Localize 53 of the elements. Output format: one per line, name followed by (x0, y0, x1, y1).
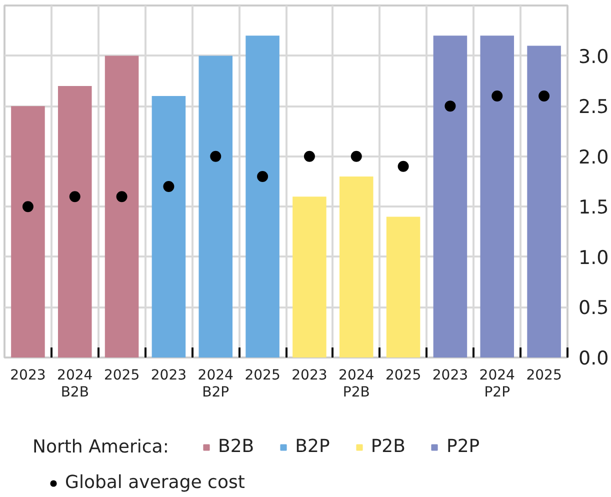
y-tick-label: 3.0 (578, 46, 609, 68)
bar (527, 46, 561, 358)
x-tick-label: 2024 (198, 368, 234, 384)
x-tick-label: 2025 (526, 368, 562, 384)
text: P2B (342, 384, 370, 400)
y-tick-label: 0.5 (578, 297, 609, 320)
bar (152, 96, 186, 358)
x-tick-label: 2023 (432, 368, 468, 384)
bar (11, 106, 45, 358)
bar (480, 36, 514, 358)
point (116, 191, 128, 202)
legend-label: B2B (218, 436, 254, 457)
bar (339, 176, 374, 358)
bar (433, 36, 468, 358)
legend-title: North America: (32, 436, 169, 458)
point (398, 160, 409, 172)
point (350, 150, 362, 162)
y-tick-label: 1.0 (578, 246, 609, 269)
y-tick-label: 0.0 (578, 348, 609, 370)
legend-label: Global average cost (65, 472, 245, 493)
point (163, 181, 174, 192)
text: P2P (484, 384, 510, 400)
point (538, 90, 550, 102)
point (444, 100, 456, 112)
point (304, 150, 315, 162)
bar (292, 196, 326, 358)
point (22, 201, 34, 212)
y-tick-label: 2.0 (578, 146, 609, 168)
point (492, 90, 503, 102)
point (69, 191, 80, 202)
x-tick-label: 2023 (150, 368, 187, 384)
bar (58, 86, 92, 358)
x-tick-label: 2024 (57, 368, 93, 384)
bar (104, 56, 139, 358)
bar (246, 36, 280, 358)
legend-label: P2P (446, 436, 480, 457)
bar (386, 216, 420, 358)
y-tick-label: 2.5 (578, 96, 609, 118)
point (210, 150, 222, 162)
x-tick-label: 2024 (479, 368, 516, 384)
x-tick-label: 2024 (338, 368, 374, 384)
text: B2P (202, 384, 230, 400)
text: B2B (60, 384, 89, 400)
x-tick-label: 2025 (244, 368, 280, 384)
bar (198, 56, 233, 358)
legend-label: B2P (295, 436, 330, 457)
x-tick-label: 2025 (104, 368, 140, 384)
x-tick-label: 2023 (10, 368, 46, 384)
y-tick-label: 1.5 (578, 196, 609, 219)
legend-label: P2B (370, 436, 406, 457)
x-tick-label: 2023 (292, 368, 328, 384)
x-tick-label: 2025 (385, 368, 422, 384)
point (257, 170, 268, 182)
